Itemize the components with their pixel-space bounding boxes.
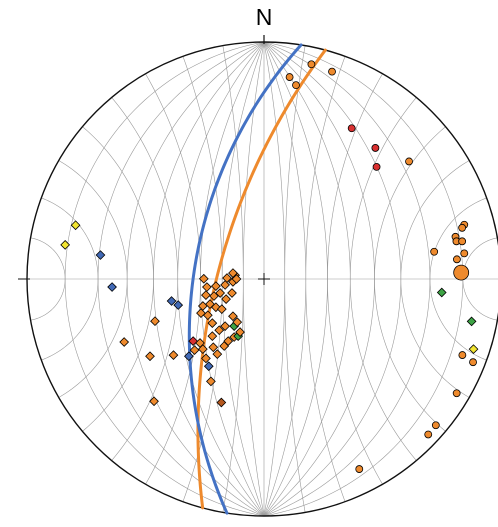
great-circles: [187, 43, 327, 515]
orange-circle-point: [469, 358, 477, 367]
orange-diamond-point: [216, 304, 227, 314]
green-diamond-point: [466, 316, 477, 327]
orange-diamond-point: [220, 321, 230, 332]
orange-diamond-point: [207, 318, 218, 328]
orange-circle-point: [452, 389, 461, 398]
orange-circle-point: [292, 81, 300, 90]
orange-circle-point: [460, 249, 469, 258]
blue-diamond-point: [166, 296, 177, 306]
orange-diamond-point: [119, 337, 130, 347]
orange-great-circle: [196, 48, 327, 510]
blue-great-circle: [187, 43, 303, 515]
orange-diamond-point: [150, 316, 160, 327]
orange-circle-point: [458, 351, 467, 359]
blue-diamond-point: [173, 300, 184, 310]
orange-diamond-point: [201, 290, 211, 300]
orange-circle-point: [453, 255, 461, 264]
orange-circle-point: [458, 223, 467, 232]
orange-diamond-point: [201, 353, 211, 364]
red-circle-point: [372, 162, 381, 171]
orange-diamond-point: [235, 327, 245, 337]
blue-diamond-point: [95, 250, 106, 260]
yellow-diamond-point: [70, 220, 81, 231]
orange-diamond-point: [206, 376, 216, 387]
orange-diamond-point: [202, 282, 212, 292]
orange-diamond-point: [223, 336, 234, 346]
orange-diamond-point: [211, 302, 221, 313]
orange-diamond-point: [168, 350, 179, 360]
orange-diamond-point: [205, 299, 215, 309]
orange-diamond-point: [220, 280, 230, 290]
brown-diamond-point: [216, 397, 227, 408]
orange-diamond-point: [211, 281, 221, 291]
orange-diamond-point: [227, 288, 237, 298]
red-diamond-point: [188, 336, 199, 346]
blue-diamond-point: [107, 282, 117, 292]
center-cross: [258, 273, 270, 285]
orange-circle-point: [430, 247, 439, 256]
orange-diamond-point: [231, 274, 242, 284]
orange-diamond-point: [207, 331, 218, 341]
orange-circle-point: [453, 264, 470, 281]
orange-circle-point: [328, 67, 336, 76]
orange-diamond-point: [208, 342, 219, 353]
orange-diamond-point: [222, 273, 232, 283]
orange-diamond-point: [228, 268, 238, 278]
red-circle-point: [371, 144, 380, 152]
orange-diamond-point: [214, 325, 225, 336]
north-label: N: [256, 4, 273, 30]
orange-circle-point: [355, 465, 364, 473]
orange-circle-point: [458, 237, 467, 246]
green-diamond-point: [436, 287, 447, 298]
red-circle-point: [347, 124, 356, 133]
orange-diamond-point: [189, 345, 200, 355]
orange-diamond-point: [212, 349, 223, 359]
orange-diamond-point: [221, 294, 231, 305]
pole-points: [60, 60, 479, 473]
orange-circle-point: [285, 73, 294, 81]
orange-circle-point: [424, 430, 433, 439]
orange-diamond-point: [215, 288, 226, 298]
orange-diamond-point: [209, 291, 219, 301]
orange-diamond-point: [196, 308, 206, 318]
orange-diamond-point: [232, 317, 243, 327]
yellow-diamond-point: [60, 240, 71, 250]
blue-diamond-point: [184, 351, 194, 362]
orange-diamond-point: [145, 351, 155, 362]
orange-diamond-point: [149, 396, 159, 407]
orange-diamond-point: [228, 311, 238, 322]
orange-diamond-point: [198, 273, 209, 284]
yellow-diamond-point: [468, 344, 479, 355]
orange-circle-point: [431, 421, 440, 430]
blue-diamond-point: [203, 361, 214, 372]
orange-circle-point: [405, 157, 413, 166]
orange-circle-point: [307, 60, 316, 69]
